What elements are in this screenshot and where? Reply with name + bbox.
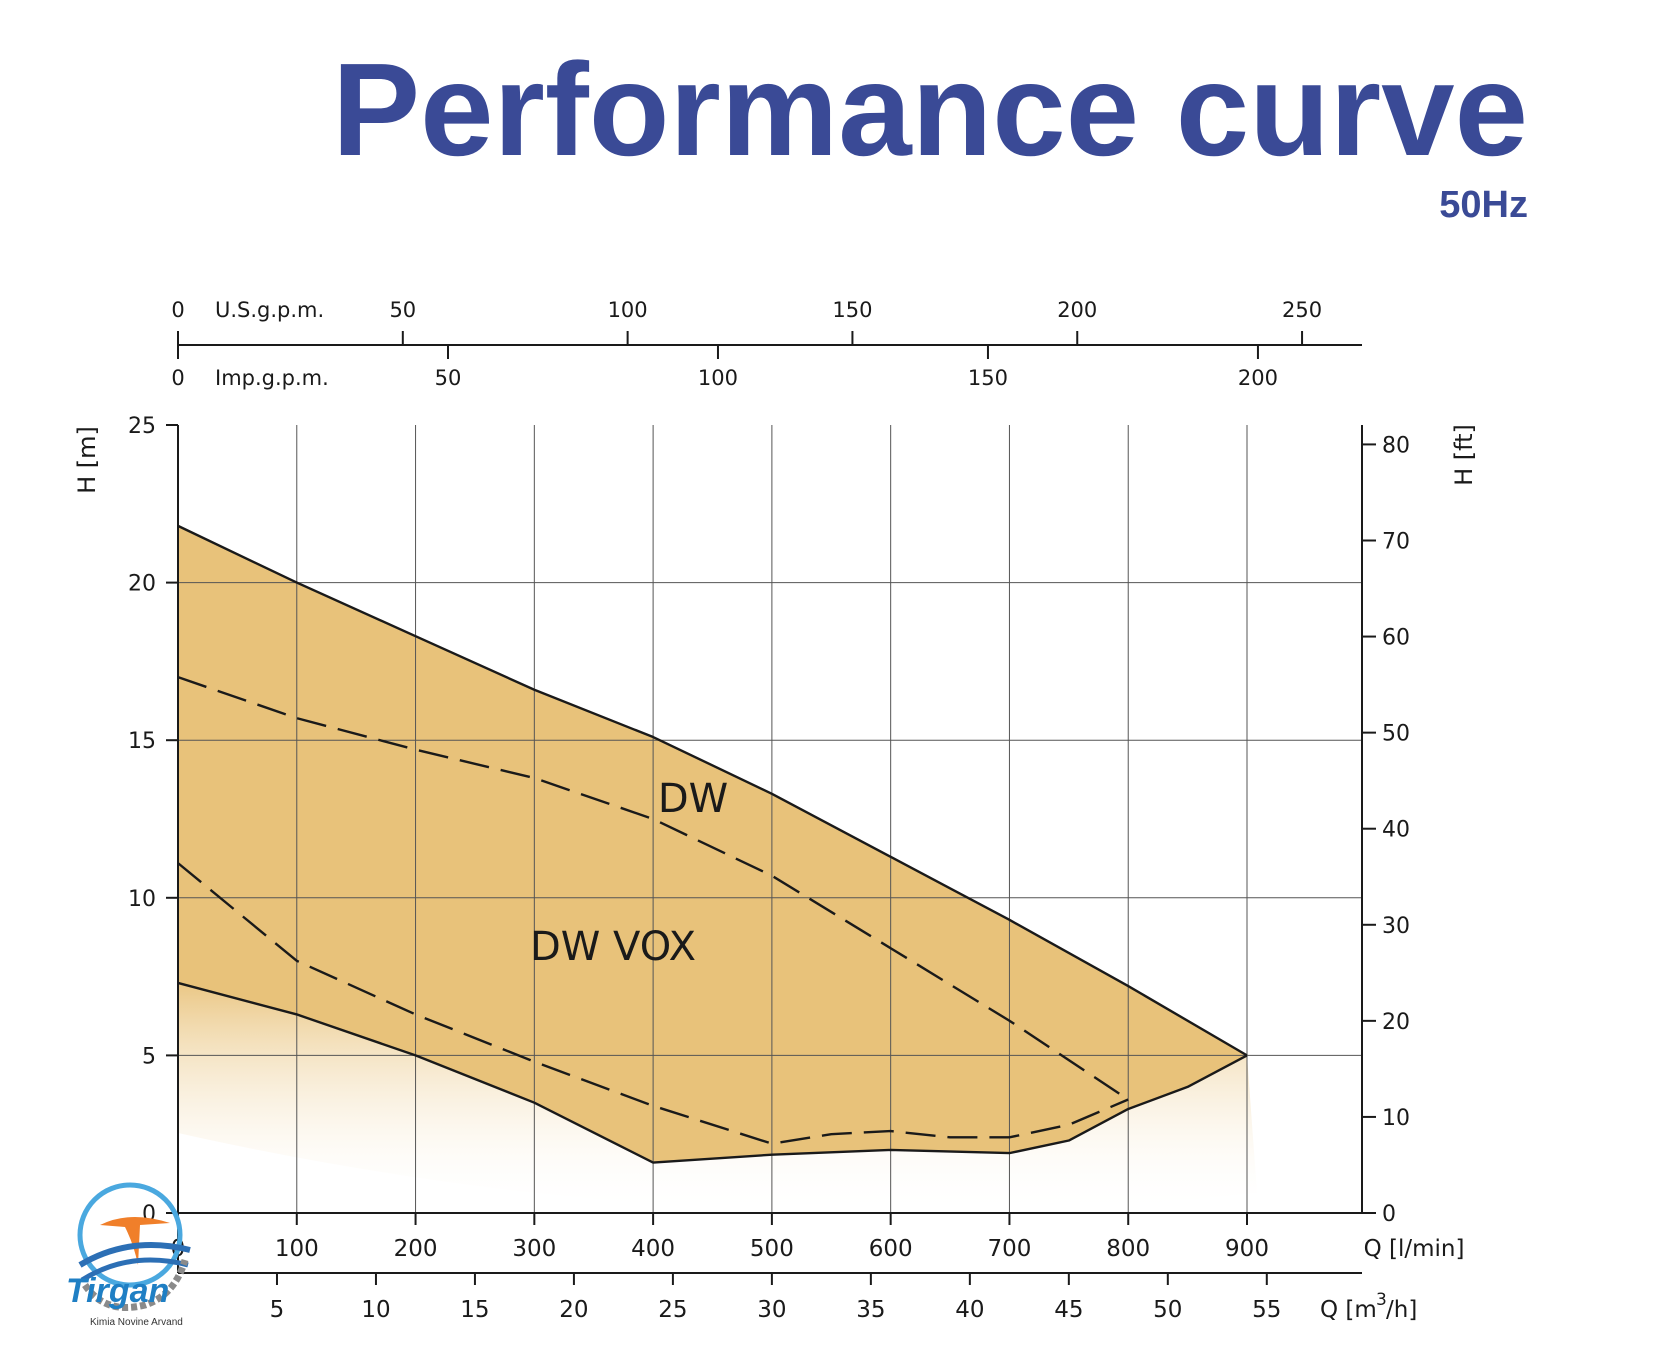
usgpm-tick-label: 150 [832,298,872,322]
x-tick-label-m3h: 30 [757,1297,786,1323]
x-axis-title-m3h-sup: 3 [1376,1290,1387,1310]
logo-wordmark: Tirgan [66,1272,170,1310]
x-tick-label-m3h: 20 [559,1297,588,1323]
fade-shadow [178,980,1257,1213]
y-tick-label-ft: 10 [1382,1106,1410,1131]
y-axis-title-left: H [m] [73,426,101,494]
page-title: Performance curve [332,36,1528,183]
usgpm-title: U.S.g.p.m. [215,298,324,322]
x-axis-title-m3h: Q [m [1320,1297,1377,1323]
x-tick-label-lmin: 300 [512,1236,556,1262]
y-tick-label-ft: 40 [1382,818,1410,843]
logo-tagline: Kimia Novine Arvand [90,1317,183,1328]
operating-range-area [178,525,1247,1163]
usgpm-tick-label: 200 [1057,298,1097,322]
y-tick-label-ft: 60 [1382,626,1410,651]
x-tick-label-m3h: 15 [460,1297,489,1323]
y-tick-label-ft: 50 [1382,722,1410,747]
x-tick-label-m3h: 35 [856,1297,885,1323]
x-tick-label-lmin: 500 [750,1236,794,1262]
x-tick-label-m3h: 50 [1153,1297,1182,1323]
x-tick-label-m3h: 10 [361,1297,390,1323]
usgpm-zero: 0 [171,298,184,322]
x-tick-label-m3h: 25 [658,1297,687,1323]
x-tick-label-lmin: 700 [987,1236,1031,1262]
x-tick-label-lmin: 900 [1225,1236,1269,1262]
usgpm-tick-label: 50 [389,298,416,322]
x-tick-label-m3h: 55 [1252,1297,1281,1323]
x-tick-label-m3h: 5 [270,1297,285,1323]
y-tick-label-ft: 20 [1382,1010,1410,1035]
curve-solid-lower-1 [177,981,1248,1164]
curve-dashed-3 [177,862,1129,1145]
usgpm-tick-label: 250 [1282,298,1322,322]
impgpm-zero: 0 [171,366,184,390]
region-label-dw-vox: DW VOX [530,924,696,970]
x-tick-label-lmin: 800 [1106,1236,1150,1262]
x-axis-title-lmin: Q [l/min] [1364,1236,1465,1262]
x-tick-label-lmin: 600 [869,1236,913,1262]
logo-ring-icon [77,1182,183,1288]
impgpm-tick-label: 150 [968,366,1008,390]
x-axis-title-m3h-end: /h] [1386,1297,1417,1323]
tirgan-logo [77,1182,191,1311]
y-tick-label-m: 25 [128,414,156,439]
y-tick-label-m: 10 [128,887,156,912]
y-tick-label-ft: 30 [1382,914,1410,939]
curve-solid-upper-0 [177,524,1248,1057]
y-tick-label-m: 20 [128,572,156,597]
x-tick-label-m3h: 40 [955,1297,984,1323]
impgpm-tick-label: 200 [1238,366,1278,390]
y-tick-label-ft: 70 [1382,529,1410,554]
usgpm-tick-label: 100 [608,298,648,322]
y-axis-title-right: H [ft] [1450,424,1478,486]
frequency-label: 50Hz [1439,184,1528,226]
impgpm-tick-label: 50 [435,366,462,390]
curve-dashed-2 [177,676,1129,1101]
x-tick-label-lmin: 100 [275,1236,319,1262]
y-tick-label-ft: 0 [1382,1202,1396,1227]
x-tick-label-m3h: 45 [1054,1297,1083,1323]
impgpm-tick-label: 100 [698,366,738,390]
impgpm-title: Imp.g.p.m. [215,366,329,390]
y-tick-label-m: 15 [128,729,156,754]
x-tick-label-lmin: 200 [394,1236,438,1262]
region-label-dw: DW [658,776,728,822]
logo-letter-icon [100,1216,170,1265]
y-tick-label-m: 5 [142,1044,156,1069]
x-tick-label-lmin: 400 [631,1236,675,1262]
y-tick-label-ft: 80 [1382,433,1410,458]
